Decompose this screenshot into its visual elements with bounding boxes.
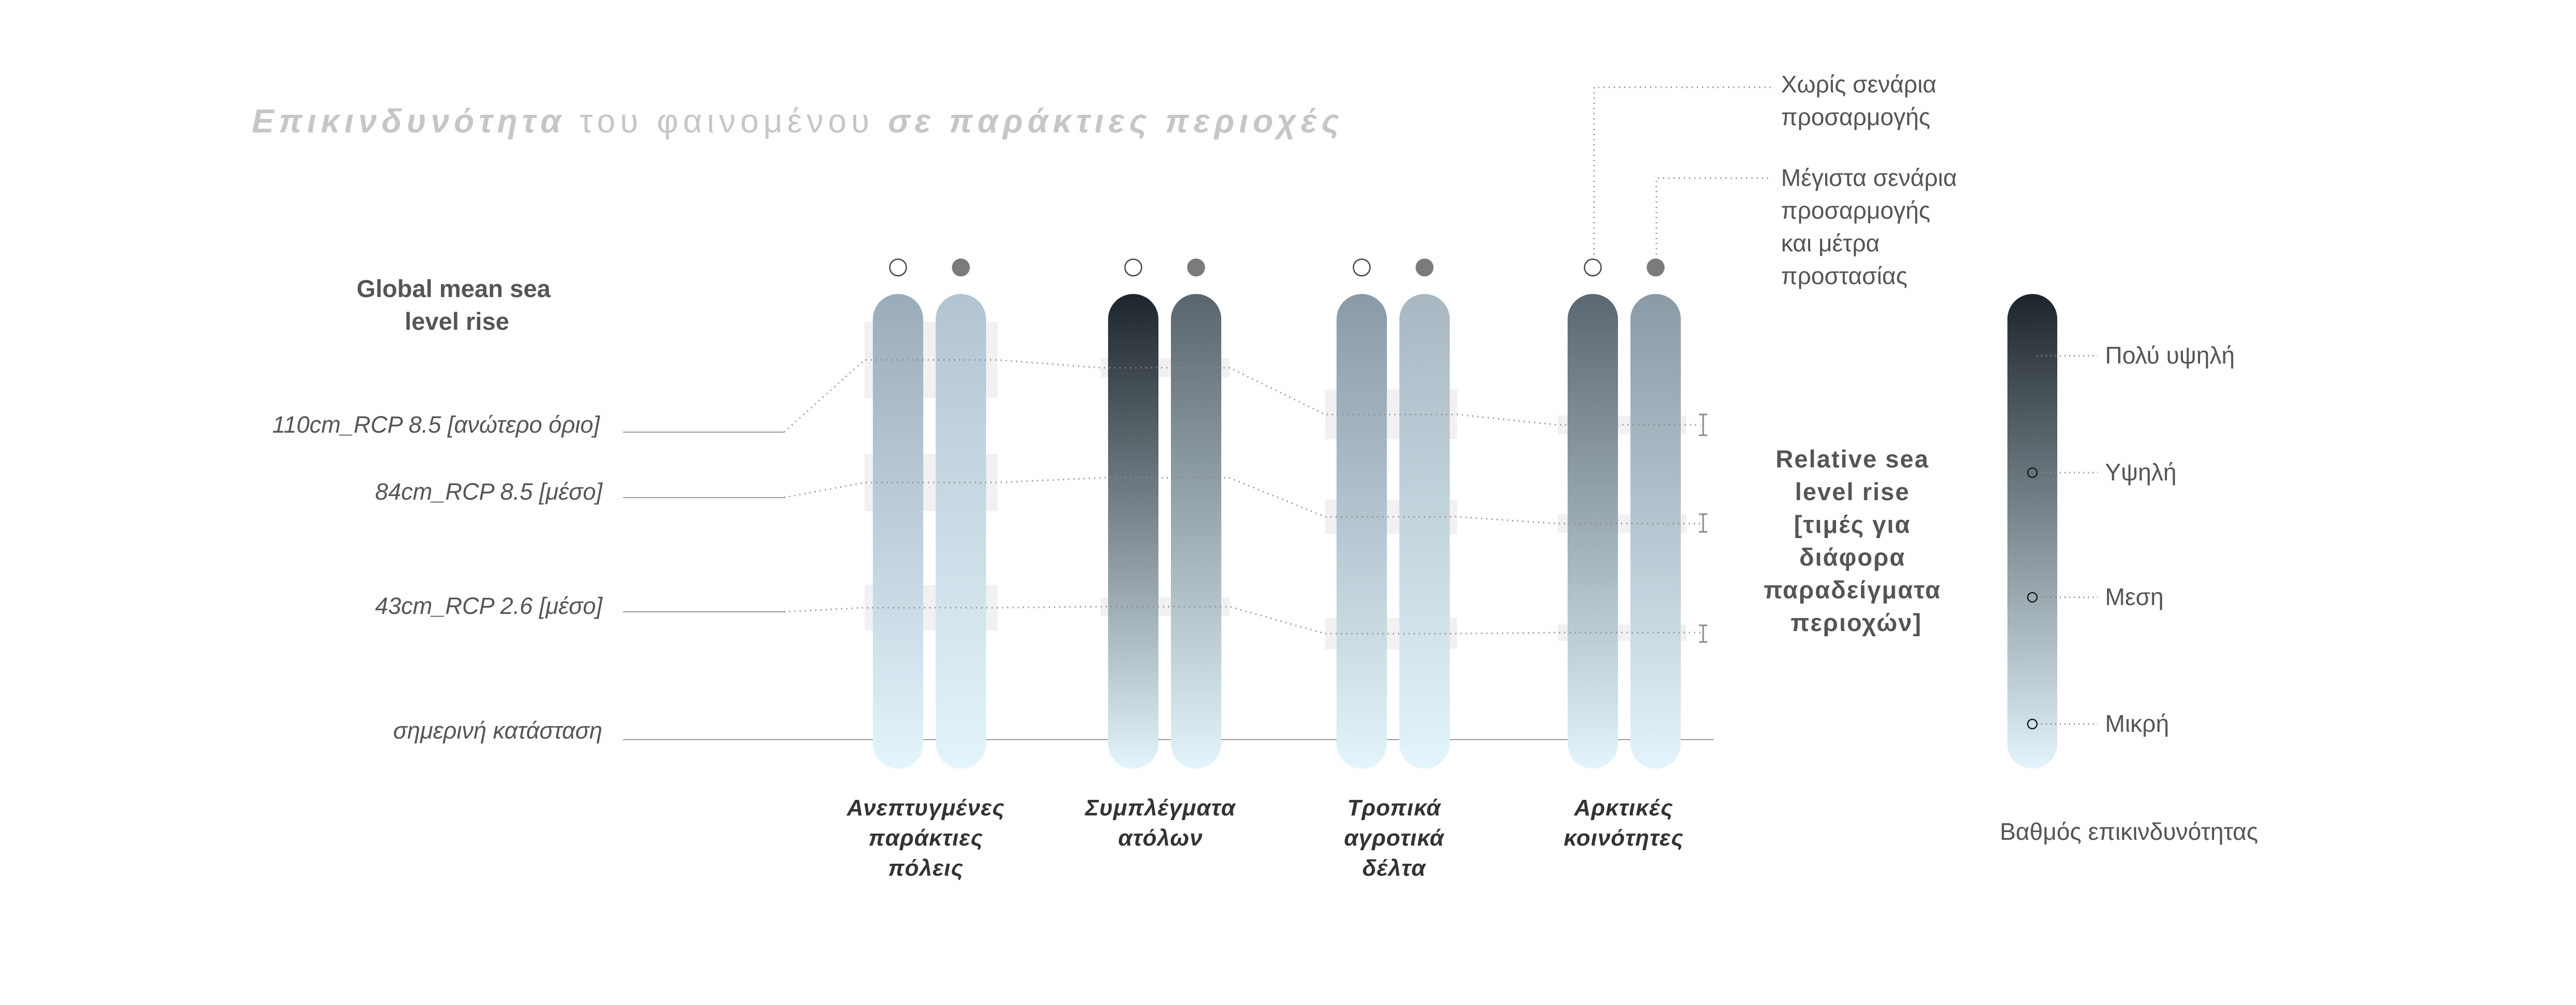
risk-legend: Πολύ υψηλή Υψηλή Μεση Μικρή Βαθμός επικι… <box>2000 294 2258 845</box>
level-label-current: σημερινή κατάσταση <box>393 717 602 744</box>
global-heading: Global mean sea level rise <box>357 275 558 335</box>
category-label-line: κοινότητες <box>1564 825 1684 851</box>
annotation-max-adaptation-line-1: Μέγιστα σενάρια <box>1781 164 1957 191</box>
legend-title: Βαθμός επικινδυνότητας <box>2000 818 2258 845</box>
connector-43cm <box>784 606 1701 635</box>
marker-arctic-communities-max-adaptation <box>1647 258 1665 277</box>
category-label-developed-coastal-cities: Ανεπτυγμένες παράκτιες πόλεις <box>846 795 1005 881</box>
annotation-max-adaptation-line-3: και μέτρα <box>1781 230 1880 257</box>
category-label-atoll-complexes: Συμπλέγματα ατόλων <box>1084 795 1236 851</box>
legend-dot-low <box>2027 718 2038 730</box>
marker-tropical-agricultural-deltas-no-adaptation <box>1353 258 1371 277</box>
global-heading-line-2: level rise <box>404 307 509 335</box>
annotation-max-adaptation-line-2: προσαρμογής <box>1781 197 1930 224</box>
relative-heading-line-4: διάφορα <box>1799 543 1906 571</box>
bar-developed-coastal-cities-max-adaptation <box>936 294 986 769</box>
legend-gradient-bar <box>2007 294 2057 769</box>
category-label-line: Αρκτικές <box>1574 795 1674 821</box>
annotation-max-adaptation-line-4: προστασίας <box>1781 262 1907 289</box>
legend-tick-lines <box>2036 355 2098 725</box>
level-label-84cm: 84cm_RCP 8.5 [μέσο] <box>375 478 603 505</box>
legend-dot-medium <box>2027 592 2038 603</box>
level-connectors <box>783 359 1701 635</box>
relative-heading-line-6: περιοχών] <box>1791 609 1922 636</box>
category-label-line: Τροπικά <box>1347 795 1441 821</box>
annotation-no-adaptation: Χωρίς σενάρια προσαρμογής <box>1781 71 1943 130</box>
category-label-line: αγροτικά <box>1344 825 1445 851</box>
annotation-no-adaptation-line-2: προσαρμογής <box>1781 103 1930 130</box>
bar-arctic-communities-max-adaptation <box>1630 294 1681 769</box>
title-part-2: του φαινομένου <box>565 102 888 140</box>
annotation-leaders <box>1593 86 1771 254</box>
bar-tropical-agricultural-deltas-max-adaptation <box>1399 294 1450 769</box>
title-part-1: Επικινδυνότητα <box>252 102 565 140</box>
marker-atoll-complexes-max-adaptation <box>1187 258 1205 277</box>
connector-110cm <box>783 359 1701 433</box>
leader-max-adaptation <box>1655 177 1771 254</box>
marker-arctic-communities-no-adaptation <box>1584 258 1602 277</box>
global-heading-line-1: Global mean sea <box>357 275 551 302</box>
title-part-3: σε παράκτιες περιοχές <box>888 102 1344 140</box>
marker-atoll-complexes-no-adaptation <box>1124 258 1142 277</box>
relative-heading-line-2: level rise <box>1795 478 1910 505</box>
level-bands <box>865 322 1687 649</box>
category-labels: Ανεπτυγμένες παράκτιες πόλεις Συμπλέγματα ατ… <box>846 795 1684 881</box>
annotation-max-adaptation: Μέγιστα σενάρια προσαρμογής και μέτρα πρ… <box>1781 164 1964 289</box>
marker-developed-coastal-cities-no-adaptation <box>889 258 907 277</box>
marker-developed-coastal-cities-max-adaptation <box>952 258 970 277</box>
legend-label-medium: Μεση <box>2105 583 2164 610</box>
level-label-43cm: 43cm_RCP 2.6 [μέσο] <box>375 593 603 619</box>
level-leader-lines <box>623 432 784 612</box>
relative-heading: Relative sea level rise [τιμές για διάφο… <box>1764 445 1949 636</box>
relative-heading-line-3: [τιμές για <box>1794 511 1911 538</box>
category-label-line: παράκτιες <box>868 825 983 851</box>
diagram-title: Επικινδυνότητα του φαινομένου σε παράκτι… <box>252 102 1344 140</box>
category-label-line: Ανεπτυγμένες <box>846 795 1005 821</box>
legend-label-very-high: Πολύ υψηλή <box>2105 342 2235 369</box>
bar-atoll-complexes-no-adaptation <box>1108 294 1158 769</box>
range-markers <box>1699 413 1707 643</box>
annotation-no-adaptation-line-1: Χωρίς σενάρια <box>1781 71 1936 98</box>
level-label-110cm: 110cm_RCP 8.5 [ανώτερο όριο] <box>272 411 600 438</box>
bar-arctic-communities-no-adaptation <box>1568 294 1618 769</box>
range-marker-110cm <box>1699 413 1707 436</box>
marker-tropical-agricultural-deltas-max-adaptation <box>1415 258 1434 277</box>
category-label-arctic-communities: Αρκτικές κοινότητες <box>1564 795 1684 851</box>
range-marker-84cm <box>1699 513 1707 533</box>
legend-label-high: Υψηλή <box>2105 459 2177 486</box>
range-marker-43cm <box>1699 624 1707 643</box>
legend-dot-high <box>2027 467 2038 478</box>
category-label-line: ατόλων <box>1118 825 1203 851</box>
category-label-line: Συμπλέγματα <box>1084 795 1236 821</box>
risk-bars <box>873 258 1681 769</box>
legend-label-low: Μικρή <box>2105 710 2169 737</box>
relative-heading-line-5: παραδείγματα <box>1764 576 1941 604</box>
bar-tropical-agricultural-deltas-no-adaptation <box>1337 294 1387 769</box>
connector-84cm <box>784 477 1701 525</box>
relative-heading-line-1: Relative sea <box>1776 445 1930 473</box>
category-label-line: δέλτα <box>1363 855 1426 881</box>
category-label-tropical-agricultural-deltas: Τροπικά αγροτικά δέλτα <box>1344 795 1445 881</box>
bar-atoll-complexes-max-adaptation <box>1171 294 1221 769</box>
leader-no-adaptation <box>1593 86 1771 254</box>
bar-developed-coastal-cities-no-adaptation <box>873 294 923 769</box>
category-label-line: πόλεις <box>888 855 963 881</box>
